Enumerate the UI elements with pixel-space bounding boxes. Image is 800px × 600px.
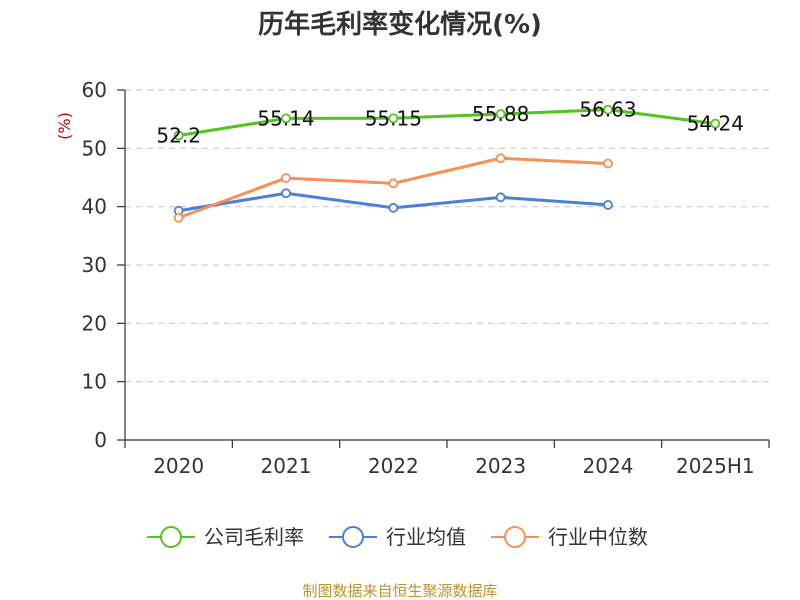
data-point: [281, 113, 291, 124]
data-point: [388, 202, 399, 213]
grid-lines: [125, 89, 769, 383]
data-point: [495, 109, 506, 119]
legend-item[interactable]: 公司毛利率: [147, 525, 304, 549]
legend-item[interactable]: 行业中位数: [491, 525, 648, 549]
data-point: [495, 153, 506, 164]
series-line: [178, 108, 716, 137]
y-tick-label: 60: [82, 78, 107, 102]
legend[interactable]: 公司毛利率 行业均值 行业中位数: [147, 525, 648, 549]
legend-item[interactable]: 行业均值: [329, 525, 466, 549]
y-tick-label: 40: [82, 195, 107, 219]
data-point: [388, 178, 399, 189]
data-label: 55.14: [257, 106, 314, 130]
legend-label: 公司毛利率: [204, 525, 304, 549]
y-tick-label: 30: [82, 253, 107, 277]
source-note: 制图数据来自恒生聚源数据库: [302, 582, 497, 600]
chart-title: 历年毛利率变化情况(%): [258, 9, 542, 40]
legend-label: 行业均值: [386, 525, 466, 549]
x-tick-label: 2020: [153, 454, 204, 478]
y-tick-label: 0: [94, 428, 107, 452]
legend-label: 行业中位数: [548, 525, 648, 549]
data-label: 54.24: [687, 112, 744, 136]
data-point: [710, 118, 721, 129]
data-point: [281, 173, 291, 183]
data-label: 55.15: [365, 106, 422, 130]
series-lines: [173, 104, 721, 223]
y-tick-label: 20: [82, 311, 107, 335]
data-point: [281, 188, 291, 199]
x-tick-label: 2021: [261, 454, 312, 478]
data-point: [388, 113, 399, 124]
x-tick-label: 2025H1: [676, 454, 755, 478]
data-point: [173, 212, 184, 223]
data-labels: 52.2 55.14 55.15 55.88 56.63 54.24: [156, 98, 744, 148]
legend-marker: [504, 526, 526, 548]
y-axis-unit: (%): [55, 112, 74, 140]
data-point: [173, 130, 184, 141]
y-tick-label: 10: [82, 370, 107, 394]
legend-marker: [342, 526, 364, 548]
data-point: [603, 158, 613, 169]
data-point: [495, 192, 506, 203]
x-tick-label: 2022: [368, 454, 419, 478]
data-label: 56.63: [579, 98, 636, 122]
data-label: 55.88: [472, 102, 529, 126]
axes: 0 10 20 30 40 50 60 2020 2021 2022 2023 2024 2025H1: [82, 78, 770, 478]
y-tick-label: 50: [82, 136, 107, 160]
data-point: [603, 200, 613, 210]
x-tick-label: 2024: [583, 454, 634, 478]
legend-marker: [160, 526, 182, 548]
data-point: [603, 104, 613, 115]
data-label: 52.2: [156, 124, 201, 148]
x-tick-label: 2023: [475, 454, 526, 478]
